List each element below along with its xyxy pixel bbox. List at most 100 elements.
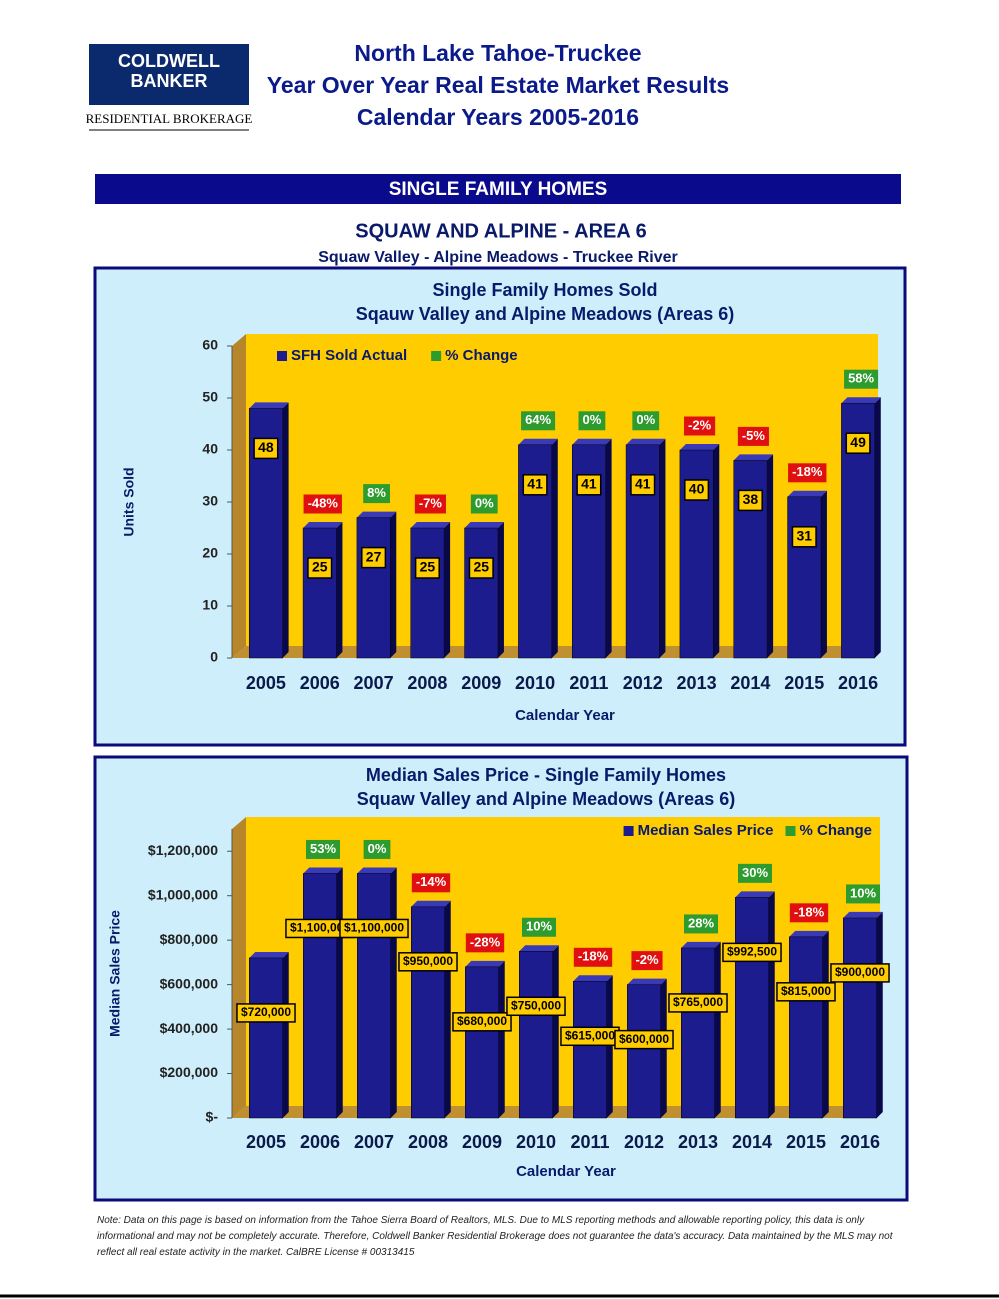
y-tick-label: $200,000 bbox=[160, 1064, 219, 1080]
value-label bbox=[614, 1029, 674, 1050]
bar bbox=[573, 981, 607, 1119]
y-tick-label: $400,000 bbox=[160, 1020, 219, 1036]
bar-top bbox=[356, 511, 397, 518]
bar bbox=[410, 527, 445, 659]
change-label bbox=[631, 951, 663, 971]
change-label bbox=[363, 484, 390, 504]
change-label-text: 10% bbox=[526, 919, 552, 934]
page-title: North Lake Tahoe-Truckee bbox=[354, 40, 641, 66]
value-label-text: 41 bbox=[581, 476, 597, 492]
bar-side bbox=[767, 454, 774, 658]
change-label bbox=[788, 463, 827, 483]
bar bbox=[465, 966, 499, 1119]
bar-top bbox=[843, 911, 883, 918]
value-label bbox=[630, 474, 656, 496]
legend-label: % Change bbox=[445, 347, 518, 364]
bar-top bbox=[411, 900, 451, 907]
x-tick-label: 2007 bbox=[354, 1132, 394, 1152]
legend-label: SFH Sold Actual bbox=[291, 347, 407, 364]
bar-top bbox=[841, 397, 881, 404]
bar-side bbox=[551, 438, 558, 658]
legend-swatch bbox=[431, 351, 442, 361]
value-label-text: 41 bbox=[635, 476, 651, 492]
change-label-text: 0% bbox=[368, 841, 387, 856]
bar-side bbox=[552, 945, 559, 1118]
change-label bbox=[470, 494, 498, 514]
change-label bbox=[414, 494, 446, 514]
bar bbox=[789, 936, 823, 1119]
x-tick-label: 2015 bbox=[784, 673, 824, 693]
bar-top bbox=[465, 960, 505, 967]
x-tick-label: 2010 bbox=[515, 673, 555, 693]
change-label-text: -18% bbox=[792, 464, 823, 479]
change-label-text: 28% bbox=[688, 915, 714, 930]
x-tick-label: 2016 bbox=[838, 673, 878, 693]
bar-top bbox=[626, 438, 666, 445]
area-title: SQUAW AND ALPINE - AREA 6 bbox=[355, 220, 647, 242]
change-label-text: -48% bbox=[308, 495, 339, 510]
change-label bbox=[845, 884, 881, 904]
change-label bbox=[578, 411, 606, 431]
y-tick-label: 40 bbox=[202, 441, 218, 457]
change-label-text: -2% bbox=[688, 417, 712, 432]
change-label-text: 30% bbox=[742, 865, 768, 880]
bar-top bbox=[735, 891, 775, 898]
value-label-text: $815,000 bbox=[781, 984, 831, 998]
x-tick-label: 2014 bbox=[730, 673, 770, 693]
value-label-text: 25 bbox=[473, 559, 489, 575]
bar-side bbox=[390, 511, 397, 658]
bar-top bbox=[249, 402, 289, 409]
value-label-text: $1,100,000 bbox=[290, 921, 350, 935]
section-title: SINGLE FAMILY HOMES bbox=[389, 179, 608, 200]
value-label-text: 38 bbox=[743, 491, 759, 507]
change-label-text: -14% bbox=[416, 874, 447, 889]
change-label-text: 8% bbox=[367, 485, 386, 500]
chart-subtitle: Sqauw Valley and Alpine Meadows (Areas 6… bbox=[356, 304, 734, 324]
bar-side bbox=[497, 522, 504, 658]
value-label bbox=[791, 526, 817, 548]
bar-top bbox=[573, 975, 613, 982]
side-wall bbox=[232, 817, 246, 1118]
change-label-text: 10% bbox=[850, 885, 876, 900]
value-label bbox=[722, 942, 782, 963]
change-label bbox=[521, 917, 557, 937]
value-label bbox=[522, 474, 548, 496]
bar-top bbox=[679, 444, 720, 450]
bar-top bbox=[787, 490, 827, 497]
change-label bbox=[411, 873, 451, 893]
change-label-text: -18% bbox=[578, 949, 609, 964]
value-label bbox=[414, 557, 440, 579]
bar-top bbox=[464, 522, 504, 528]
x-tick-label: 2006 bbox=[300, 673, 340, 693]
bar bbox=[787, 496, 822, 659]
value-label bbox=[307, 557, 333, 579]
bar-top bbox=[627, 978, 667, 985]
x-tick-label: 2006 bbox=[300, 1132, 340, 1152]
value-label-text: $750,000 bbox=[511, 998, 561, 1012]
x-tick-label: 2011 bbox=[569, 673, 608, 693]
logo-sub: RESIDENTIAL BROKERAGE bbox=[86, 111, 253, 126]
y-tick-label: $600,000 bbox=[160, 975, 219, 991]
x-tick-label: 2013 bbox=[678, 1132, 718, 1152]
bar-top bbox=[410, 522, 451, 528]
bar bbox=[735, 897, 769, 1119]
value-label bbox=[830, 963, 890, 983]
y-tick-label: $1,200,000 bbox=[148, 842, 218, 858]
bar-top bbox=[518, 438, 558, 445]
value-label-text: $950,000 bbox=[403, 954, 453, 968]
bar bbox=[627, 984, 661, 1119]
value-label-text: $615,000 bbox=[565, 1028, 615, 1042]
logo-line: BANKER bbox=[130, 71, 207, 91]
change-label-text: 64% bbox=[525, 412, 551, 427]
x-tick-label: 2014 bbox=[732, 1132, 772, 1152]
bar-side bbox=[822, 930, 829, 1118]
bar-side bbox=[659, 438, 666, 658]
bar bbox=[302, 527, 337, 659]
bar-side bbox=[605, 438, 612, 658]
bar-side bbox=[282, 402, 289, 658]
y-tick-label: $1,000,000 bbox=[148, 886, 218, 902]
x-tick-label: 2009 bbox=[461, 673, 501, 693]
value-label bbox=[452, 1012, 512, 1032]
change-label bbox=[737, 863, 773, 883]
